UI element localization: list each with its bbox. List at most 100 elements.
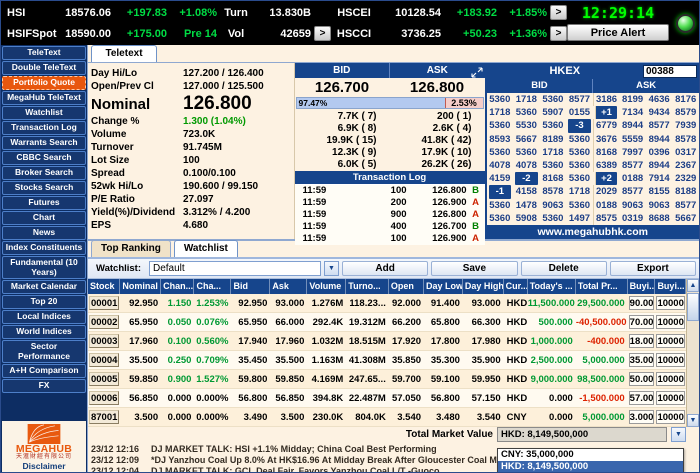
expand-icon[interactable]	[470, 65, 483, 78]
buy-input-cell[interactable]: 90.000	[628, 296, 655, 310]
sidebar-item-broker-search[interactable]: Broker Search	[2, 166, 86, 180]
stock-code-cell[interactable]: 00005	[89, 372, 120, 386]
column-header-cur[interactable]: Cur...	[504, 279, 528, 294]
stock-code-cell[interactable]: 87001	[89, 410, 120, 424]
scroll-up-icon[interactable]: ▲	[687, 279, 699, 292]
total-market-value-select[interactable]: HKD: 8,149,500,000	[497, 427, 667, 442]
column-header-open[interactable]: Open	[389, 279, 425, 294]
sidebar-item-portfolio-quote[interactable]: Portfolio Quote	[2, 76, 86, 90]
sidebar-item-cbbc-search[interactable]: CBBC Search	[2, 151, 86, 165]
watchlist-row[interactable]: 00006 56.850 0.000 0.000% 56.800 56.850 394.8K…	[88, 389, 686, 408]
watchlist-select[interactable]: Default	[149, 261, 321, 276]
bottom-tabbar: Top Ranking Watchlist	[88, 240, 699, 259]
price-alert-button[interactable]: Price Alert	[567, 24, 669, 41]
buy-input-cell[interactable]: 57.000	[628, 391, 655, 405]
buy-input-cell[interactable]: 50.000	[628, 372, 655, 386]
delete-button[interactable]: Delete	[520, 261, 607, 276]
tab-top-ranking[interactable]: Top Ranking	[91, 240, 171, 257]
sidebar-item-futures[interactable]: Futures	[2, 196, 86, 210]
watchlist-row[interactable]: 87001 3.500 0.000 0.000% 3.490 3.500 230.0K 804…	[88, 408, 686, 427]
buy-input-cell[interactable]: 10000	[656, 353, 685, 367]
hscei-value: 10128.54	[395, 6, 441, 19]
scroll-down-icon[interactable]: ▼	[687, 414, 699, 427]
stock-code-cell[interactable]: 00004	[89, 353, 120, 367]
column-header-day-high[interactable]: Day High	[463, 279, 504, 294]
transaction-row: 11:59 100 126.900 A	[302, 233, 479, 244]
hscci-expand-button[interactable]: >	[550, 26, 567, 41]
tab-teletext[interactable]: Teletext	[91, 45, 157, 62]
sidebar-item-fx[interactable]: FX	[2, 379, 86, 394]
stock-code-cell[interactable]: 00006	[89, 391, 120, 405]
stock-code-cell[interactable]: 00003	[89, 334, 120, 348]
news-item[interactable]: 23/12 12:09 *DJ Yanzhou Coal Up 8.0% At H…	[91, 455, 537, 465]
sidebar-item-chart[interactable]: Chart	[2, 211, 86, 225]
buy-input-cell[interactable]: 10000	[656, 315, 685, 329]
watchlist-row[interactable]: 00005 59.850 0.900 1.527% 59.800 59.850 4.169M…	[88, 370, 686, 389]
column-header-buyi[interactable]: Buyi...	[655, 279, 686, 294]
hscei-expand-button[interactable]: >	[550, 5, 567, 20]
sidebar-item-watchlist[interactable]: Watchlist	[2, 106, 86, 120]
sidebar-item-sector-performance[interactable]: Sector Performance	[2, 340, 86, 364]
buy-input-cell[interactable]: 10000	[656, 334, 685, 348]
column-header-turno[interactable]: Turno...	[346, 279, 389, 294]
export-button[interactable]: Export	[609, 261, 696, 276]
column-header-volume[interactable]: Volume	[307, 279, 347, 294]
total-market-value-arrow-icon[interactable]: ▼	[671, 427, 686, 442]
sidebar-item-world-indices[interactable]: World Indices	[2, 325, 86, 340]
tmv-option[interactable]: HKD: 8,149,500,000	[498, 461, 683, 472]
watchlist-row[interactable]: 00004 35.500 0.250 0.709% 35.450 35.500 1.163M…	[88, 351, 686, 370]
sidebar-item-market-calendar[interactable]: Market Calendar	[2, 280, 86, 295]
column-header-cha[interactable]: Cha...	[194, 279, 232, 294]
disclaimer-link[interactable]: Disclaimer	[22, 460, 66, 471]
sidebar-item-stocks-search[interactable]: Stocks Search	[2, 181, 86, 195]
watchlist-select-arrow-icon[interactable]: ▼	[324, 261, 339, 276]
sidebar-item-top-20[interactable]: Top 20	[2, 295, 86, 310]
sidebar-item-fundamental-10-years[interactable]: Fundamental (10 Years)	[2, 256, 86, 280]
sidebar-item-warrants-search[interactable]: Warrants Search	[2, 136, 86, 150]
add-button[interactable]: Add	[342, 261, 429, 276]
ask-queue: 200 ( 1) 2.6K ( 4) 41.8K ( 42) 17.9K ( 10) 2…	[421, 111, 472, 170]
sidebar-item-local-indices[interactable]: Local Indices	[2, 310, 86, 325]
sidebar-item-a-h-comparison[interactable]: A+H Comparison	[2, 364, 86, 379]
watchlist-row[interactable]: 00003 17.960 0.100 0.560% 17.940 17.960 1.032M…	[88, 332, 686, 351]
scroll-thumb[interactable]	[687, 293, 699, 321]
sidebar-item-news[interactable]: News	[2, 226, 86, 240]
tmv-option[interactable]: CNY: 35,000,000	[501, 449, 574, 460]
column-header-ask[interactable]: Ask	[270, 279, 308, 294]
column-header-buyi[interactable]: Buyi...	[628, 279, 656, 294]
buy-input-cell[interactable]: 35.000	[628, 353, 655, 367]
column-header-day-low[interactable]: Day Low	[424, 279, 463, 294]
sidebar-item-transaction-log[interactable]: Transaction Log	[2, 121, 86, 135]
table-scrollbar[interactable]: ▲ ▼	[686, 279, 699, 427]
stock-code-cell[interactable]: 00002	[89, 315, 120, 329]
sidebar-nav: TeleText Double TeleText Portfolio Quote Me…	[2, 46, 86, 421]
stock-code-cell[interactable]: 00001	[89, 296, 120, 310]
buy-input-cell[interactable]: 18.000	[628, 334, 655, 348]
buy-input-cell[interactable]: 70.000	[628, 315, 655, 329]
column-header-bid[interactable]: Bid	[231, 279, 271, 294]
buy-input-cell[interactable]: 10000	[656, 410, 685, 424]
buy-input-cell[interactable]: 10000	[656, 372, 685, 386]
sidebar-item-double-teletext[interactable]: Double TeleText	[2, 61, 86, 75]
column-header-stock[interactable]: Stock	[88, 279, 121, 294]
sidebar-item-teletext[interactable]: TeleText	[2, 46, 86, 60]
tab-watchlist[interactable]: Watchlist	[173, 240, 238, 257]
news-item[interactable]: 23/12 12:16 DJ MARKET TALK: HSI +1.1% Mid…	[91, 444, 437, 454]
buy-input-cell[interactable]: 10000	[656, 391, 685, 405]
buy-input-cell[interactable]: 3.000	[628, 410, 655, 424]
vol-expand-button[interactable]: >	[314, 26, 331, 41]
watchlist-row[interactable]: 00001 92.950 1.150 1.253% 92.950 93.000 1.276M…	[88, 294, 686, 313]
clock-alert-area: 12:29:14 Price Alert	[567, 1, 671, 45]
watchlist-row[interactable]: 00002 65.950 0.050 0.076% 65.950 66.000 292.4K…	[88, 313, 686, 332]
stock-code-input[interactable]	[643, 64, 697, 78]
sidebar-item-index-constituents[interactable]: Index Constituents	[2, 241, 86, 255]
sidebar-item-megahub-teletext[interactable]: MegaHub TeleText	[2, 91, 86, 105]
news-item[interactable]: 23/12 12:04 DJ MARKET TALK: GCL Deal Fair…	[91, 466, 440, 473]
save-button[interactable]: Save	[431, 261, 518, 276]
column-header-nominal[interactable]: Nominal	[120, 279, 162, 294]
column-header-chan[interactable]: Chan...	[161, 279, 195, 294]
column-header-total-pr[interactable]: Total Pr...	[576, 279, 628, 294]
sidebar: TeleText Double TeleText Portfolio Quote Me…	[1, 45, 87, 472]
buy-input-cell[interactable]: 10000	[656, 296, 685, 310]
column-header-today-s[interactable]: Today's ...	[528, 279, 576, 294]
